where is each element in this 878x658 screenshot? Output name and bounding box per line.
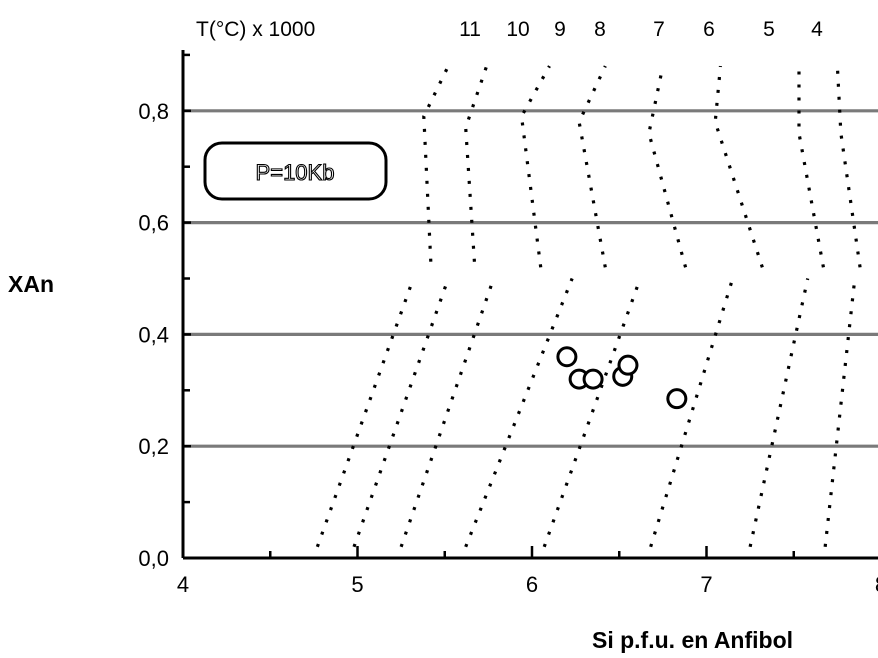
isotherm-labels: 11 10 9 8 7 6 5 4 [459, 18, 823, 41]
pressure-annotation-box [203, 141, 388, 201]
isotherm-label-7: 7 [653, 18, 665, 41]
data-point-0 [556, 346, 578, 368]
x-tick-label-1: 5 [351, 572, 363, 597]
isotherm-7-lower [542, 277, 642, 548]
isotherm-label-4: 4 [811, 18, 823, 41]
isotherm-9-upper [519, 65, 551, 268]
x-ticks: 4 5 6 7 8 [177, 546, 878, 597]
x-axis-title: Si p.f.u. en Anfibol [592, 627, 793, 653]
y-tick-label-3: 0,6 [138, 211, 169, 236]
y-tick-label-0: 0,0 [138, 546, 169, 571]
data-point-4 [617, 354, 639, 376]
isotherm-10-upper [464, 65, 489, 262]
isotherm-8-upper [577, 65, 607, 268]
pressure-annotation: P=10Kb [256, 160, 335, 185]
isotherm-11-lower [315, 277, 415, 548]
x-tick-label-2: 6 [526, 572, 538, 597]
isotherm-label-10: 10 [506, 18, 529, 41]
isotherm-label-6: 6 [703, 18, 715, 41]
x-tick-label-3: 7 [700, 572, 712, 597]
y-tick-label-2: 0,4 [138, 322, 169, 347]
x-tick-label-4: 8 [875, 572, 878, 597]
data-points [556, 346, 688, 410]
isotherm-lines [315, 65, 862, 548]
axes [181, 50, 878, 560]
x-tick-label-0: 4 [177, 572, 189, 597]
isotherm-6-upper [713, 65, 764, 268]
isotherm-9-lower [399, 277, 496, 548]
y-tick-label-4: 0,8 [138, 99, 169, 124]
isotherm-5-upper [797, 66, 825, 268]
isotherm-4-lower [823, 278, 857, 547]
isotherm-label-8: 8 [594, 18, 606, 41]
isotherm-6-lower [649, 278, 735, 548]
isotherm-11-upper [422, 65, 450, 262]
y-tick-label-1: 0,2 [138, 434, 169, 459]
data-point-5 [666, 388, 688, 410]
horizontal-lines [183, 109, 878, 448]
top-axis-title: T(°C) x 1000 [196, 18, 315, 41]
isotherm-label-5: 5 [763, 18, 775, 41]
data-point-2 [582, 368, 604, 390]
isotherm-4-upper [835, 65, 862, 268]
y-axis-title: XAn [8, 271, 54, 297]
isotherm-8-lower [464, 277, 574, 548]
y-ticks: 0,0 0,2 0,4 0,6 0,8 [138, 53, 191, 571]
isotherm-label-9: 9 [554, 18, 566, 41]
isotherm-10-lower [352, 277, 450, 548]
isotherm-label-11: 11 [459, 18, 481, 41]
isotherm-5-lower [748, 278, 810, 548]
isotherm-7-upper [647, 65, 688, 268]
